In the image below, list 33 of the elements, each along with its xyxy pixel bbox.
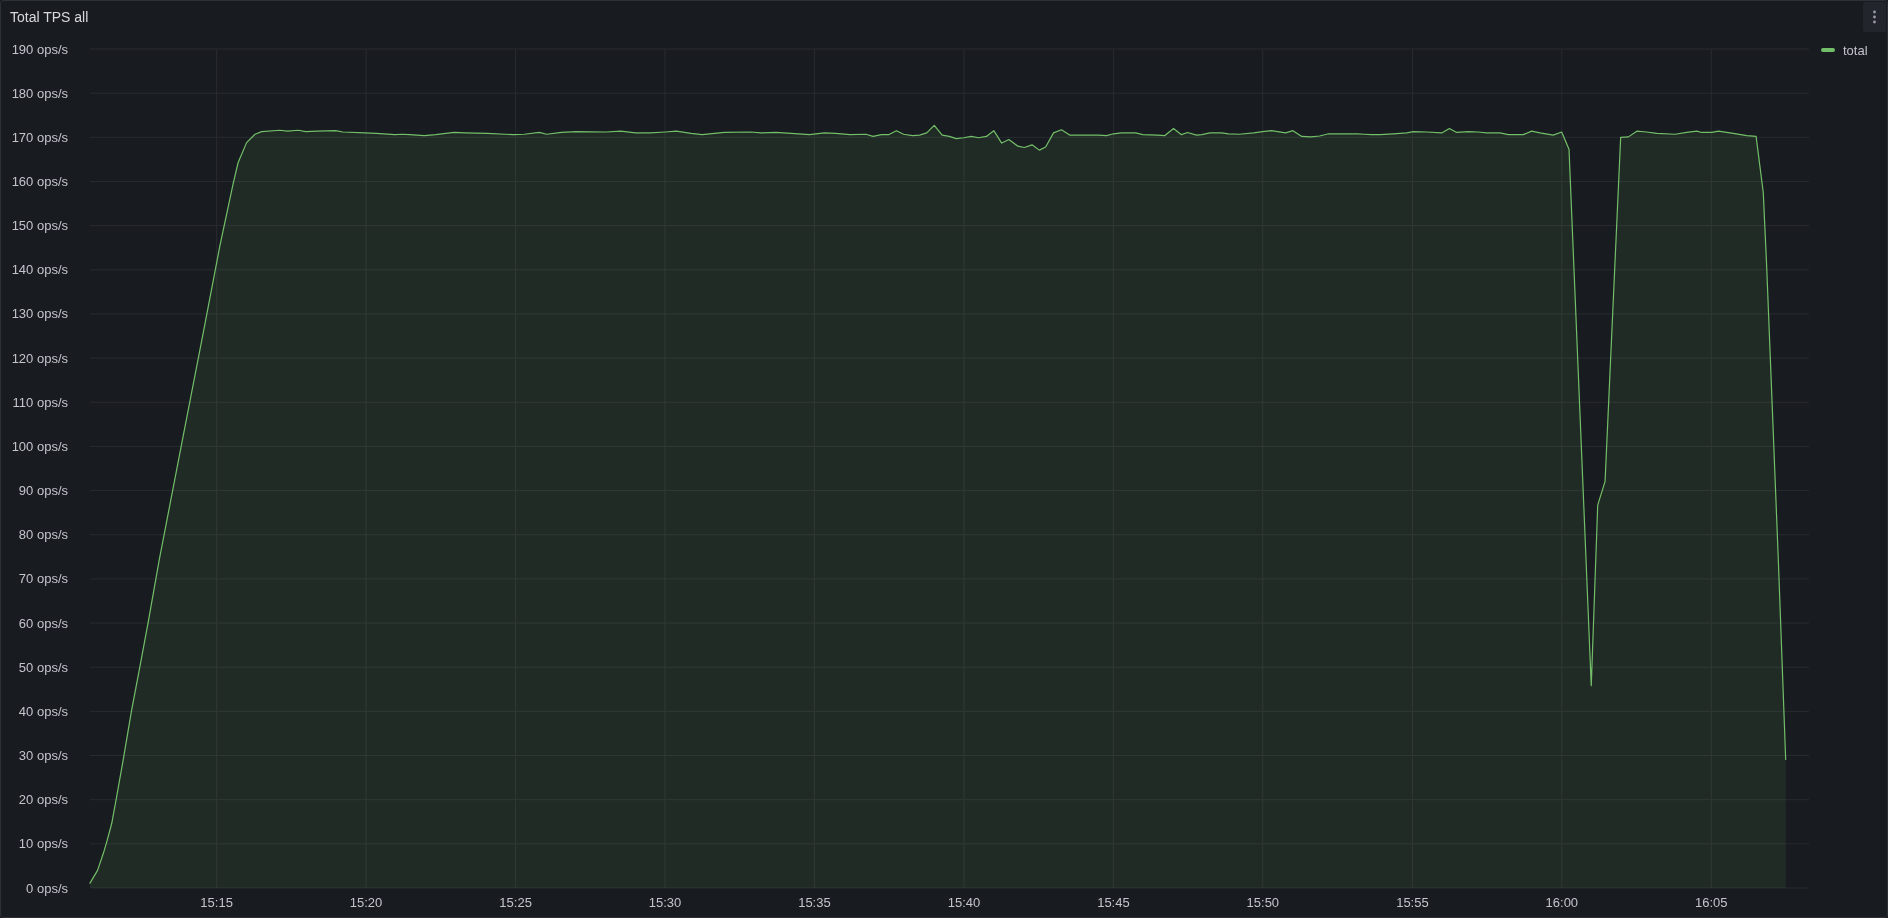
x-tick-label: 15:40 [947, 895, 981, 910]
x-tick-label: 15:25 [499, 895, 532, 910]
x-tick-label: 15:50 [1246, 895, 1280, 910]
y-tick-label: 90 ops/s [18, 483, 69, 499]
legend-label: total [1843, 42, 1868, 58]
y-tick-label: 30 ops/s [18, 748, 69, 764]
chart-title: Total TPS all [10, 9, 89, 25]
x-tick-label: 15:55 [1396, 895, 1429, 910]
y-tick-label: 20 ops/s [18, 792, 69, 808]
y-tick-label: 150 ops/s [11, 218, 69, 234]
y-tick-label: 100 ops/s [11, 438, 69, 454]
x-tick-label: 15:45 [1097, 895, 1130, 910]
y-tick-label: 110 ops/s [12, 394, 69, 410]
y-tick-label: 170 ops/s [11, 129, 69, 145]
x-tick-label: 15:15 [200, 895, 233, 910]
y-tick-label: 10 ops/s [18, 836, 69, 852]
y-tick-label: 160 ops/s [11, 173, 69, 189]
x-tick-label: 15:35 [798, 895, 831, 910]
y-tick-label: 140 ops/s [11, 262, 69, 278]
y-tick-label: 60 ops/s [18, 615, 69, 631]
x-tick-label: 16:05 [1694, 895, 1728, 910]
y-tick-label: 0 ops/s [26, 880, 69, 896]
x-tick-label: 15:20 [349, 895, 383, 910]
y-tick-label: 50 ops/s [18, 659, 69, 675]
y-tick-label: 120 ops/s [11, 350, 69, 366]
x-tick-label: 15:30 [648, 895, 682, 910]
x-tick-label: 16:00 [1545, 895, 1579, 910]
y-tick-label: 130 ops/s [11, 306, 69, 322]
y-tick-label: 70 ops/s [18, 571, 69, 587]
y-tick-label: 180 ops/s [11, 85, 69, 101]
y-tick-label: 40 ops/s [18, 703, 69, 719]
y-tick-label: 80 ops/s [18, 527, 69, 543]
y-tick-label: 190 ops/s [11, 41, 69, 57]
